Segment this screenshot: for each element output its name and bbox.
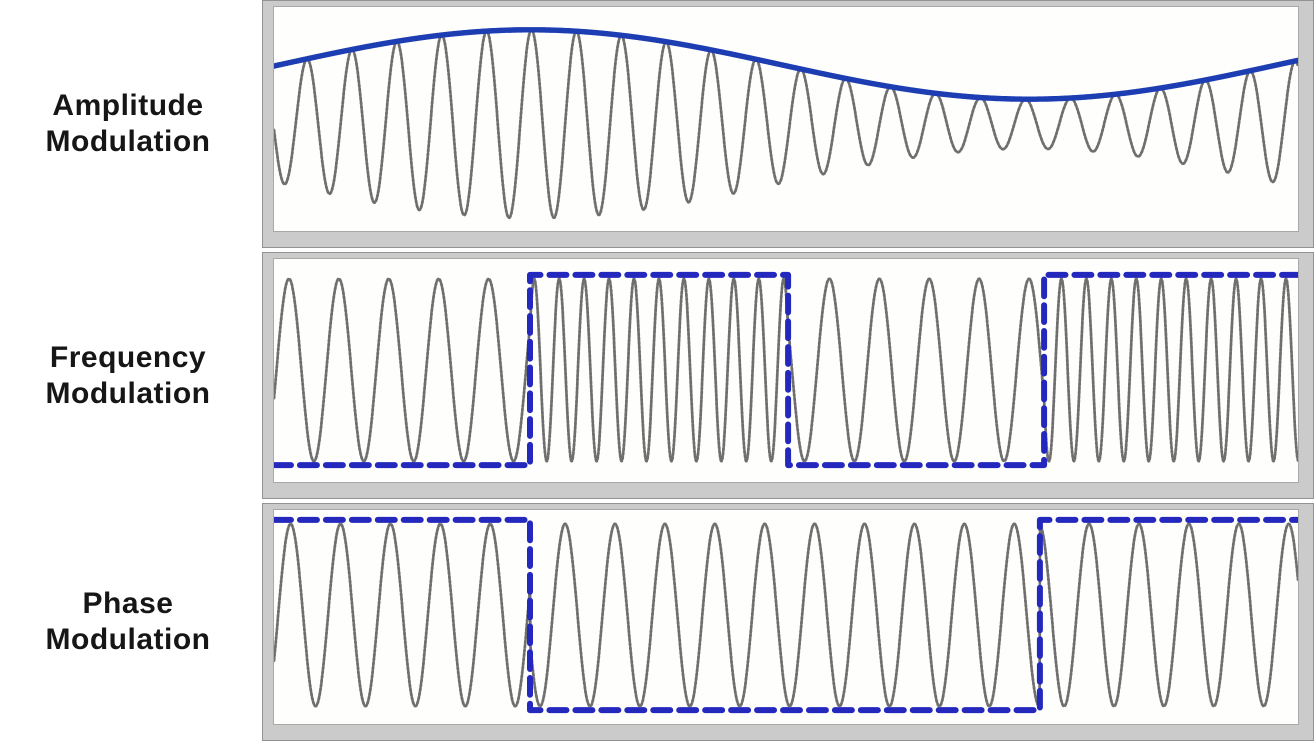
waveform-panel-frequency: [262, 252, 1314, 499]
label-line: Phase: [82, 587, 174, 620]
carrier-wave: [274, 277, 1298, 463]
waveform-panel-phase: [262, 503, 1314, 741]
square-wave: [274, 271, 1298, 469]
frequency-modulation-wave: [274, 271, 1298, 469]
label-line: Modulation: [45, 623, 211, 656]
amplitude-modulation-wave: [274, 27, 1298, 220]
waveform-screen: [273, 509, 1299, 725]
panel-label-phase-modulation: Phase Modulation: [0, 503, 256, 741]
label-line: Modulation: [45, 376, 211, 410]
label-line: Amplitude: [52, 89, 204, 122]
waveform-screen: [273, 258, 1299, 483]
panel-label-frequency-modulation: Frequency Modulation: [0, 252, 256, 499]
carrier-wave: [274, 522, 1298, 708]
label-line: Modulation: [45, 125, 211, 158]
panel-label-amplitude-modulation: Amplitude Modulation: [0, 0, 256, 248]
envelope-line: [274, 27, 1298, 102]
waveform-panel-amplitude: [262, 0, 1314, 248]
carrier-wave: [274, 28, 1298, 220]
label-line: Frequency: [49, 340, 207, 374]
square-wave: [274, 516, 1298, 714]
waveform-screen: [273, 6, 1299, 232]
phase-modulation-wave: [274, 516, 1298, 714]
